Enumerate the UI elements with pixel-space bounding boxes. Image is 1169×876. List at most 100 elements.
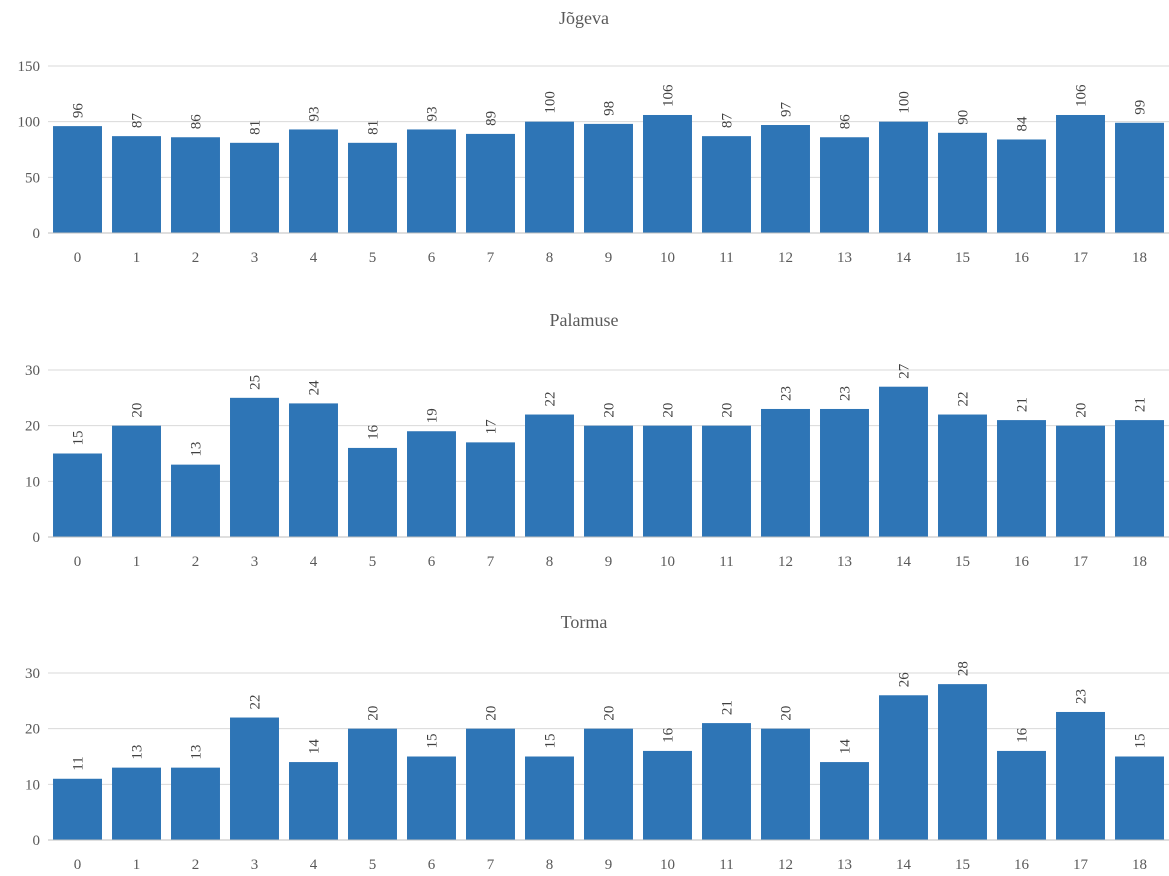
bar <box>643 425 692 537</box>
data-label: 96 <box>71 103 87 119</box>
x-tick-label: 13 <box>837 250 852 266</box>
data-label: 21 <box>1133 397 1149 412</box>
x-tick-label: 16 <box>1014 857 1030 873</box>
y-tick-label: 20 <box>25 419 40 435</box>
bar <box>289 129 338 233</box>
data-label: 20 <box>130 403 146 418</box>
bar <box>938 414 987 537</box>
x-tick-label: 2 <box>192 554 200 570</box>
x-tick-label: 13 <box>837 554 852 570</box>
chart-title: Jõgeva <box>559 8 609 28</box>
x-tick-label: 6 <box>428 250 436 266</box>
x-tick-label: 9 <box>605 554 613 570</box>
bar <box>879 386 928 537</box>
bar <box>879 121 928 233</box>
y-tick-label: 100 <box>18 115 41 131</box>
data-label: 20 <box>1074 403 1090 418</box>
bar <box>348 728 397 840</box>
chart-title: Palamuse <box>550 310 619 330</box>
bar <box>407 431 456 537</box>
data-label: 16 <box>366 424 382 440</box>
bar <box>112 425 161 537</box>
data-label: 87 <box>130 113 146 129</box>
bar <box>761 728 810 840</box>
data-label: 23 <box>1074 689 1090 704</box>
bar <box>702 136 751 233</box>
bar <box>1115 756 1164 840</box>
x-tick-label: 7 <box>487 857 495 873</box>
bar <box>1056 711 1105 840</box>
x-tick-label: 3 <box>251 857 259 873</box>
data-label: 17 <box>484 419 500 435</box>
data-label: 20 <box>661 403 677 418</box>
x-tick-label: 4 <box>310 857 318 873</box>
data-label: 14 <box>307 739 323 755</box>
bar <box>171 767 220 840</box>
bar <box>820 137 869 233</box>
x-tick-label: 4 <box>310 554 318 570</box>
x-tick-label: 11 <box>719 250 733 266</box>
x-tick-label: 6 <box>428 554 436 570</box>
data-label: 26 <box>897 672 913 688</box>
data-label: 81 <box>366 120 382 135</box>
data-label: 13 <box>189 745 205 760</box>
chart-panel-0: Jõgeva0501001509608718628139348159368971… <box>18 8 1169 266</box>
data-label: 97 <box>779 102 795 118</box>
y-tick-label: 50 <box>25 170 40 186</box>
data-label: 20 <box>366 706 382 721</box>
x-tick-label: 7 <box>487 554 495 570</box>
data-label: 98 <box>602 101 618 116</box>
bar <box>348 142 397 233</box>
y-tick-label: 20 <box>25 722 40 738</box>
data-label: 20 <box>602 706 618 721</box>
data-label: 99 <box>1133 100 1149 115</box>
bar <box>820 762 869 840</box>
x-tick-label: 10 <box>660 857 675 873</box>
y-tick-label: 30 <box>25 363 40 379</box>
data-label: 13 <box>130 745 146 760</box>
data-label: 15 <box>425 734 441 749</box>
x-tick-label: 18 <box>1132 857 1147 873</box>
data-label: 100 <box>897 91 913 114</box>
bar <box>997 139 1046 233</box>
x-tick-label: 12 <box>778 554 793 570</box>
data-label: 16 <box>661 727 677 743</box>
x-tick-label: 7 <box>487 250 495 266</box>
data-label: 84 <box>1015 116 1031 132</box>
data-label: 20 <box>484 706 500 721</box>
x-tick-label: 16 <box>1014 250 1030 266</box>
bar <box>1056 114 1105 233</box>
data-label: 93 <box>307 106 323 121</box>
bar <box>820 408 869 537</box>
bar <box>643 750 692 840</box>
x-tick-label: 8 <box>546 250 554 266</box>
data-label: 20 <box>779 706 795 721</box>
x-tick-label: 2 <box>192 250 200 266</box>
x-tick-label: 10 <box>660 250 675 266</box>
y-tick-label: 0 <box>33 833 41 849</box>
x-tick-label: 10 <box>660 554 675 570</box>
x-tick-label: 15 <box>955 250 970 266</box>
data-label: 16 <box>1015 727 1031 743</box>
data-label: 22 <box>248 695 264 710</box>
data-label: 13 <box>189 442 205 457</box>
bar <box>53 778 102 840</box>
bar <box>171 137 220 233</box>
chart-title: Torma <box>561 612 608 632</box>
data-label: 15 <box>71 431 87 446</box>
x-tick-label: 6 <box>428 857 436 873</box>
data-label: 86 <box>838 114 854 130</box>
bar <box>230 717 279 840</box>
data-label: 106 <box>1074 84 1090 107</box>
data-label: 89 <box>484 111 500 126</box>
data-label: 20 <box>602 403 618 418</box>
x-tick-label: 14 <box>896 250 912 266</box>
x-tick-label: 17 <box>1073 250 1089 266</box>
data-label: 87 <box>720 113 736 129</box>
x-tick-label: 0 <box>74 250 82 266</box>
data-label: 28 <box>956 661 972 676</box>
bar <box>466 728 515 840</box>
x-tick-label: 3 <box>251 554 259 570</box>
bar <box>1115 122 1164 233</box>
